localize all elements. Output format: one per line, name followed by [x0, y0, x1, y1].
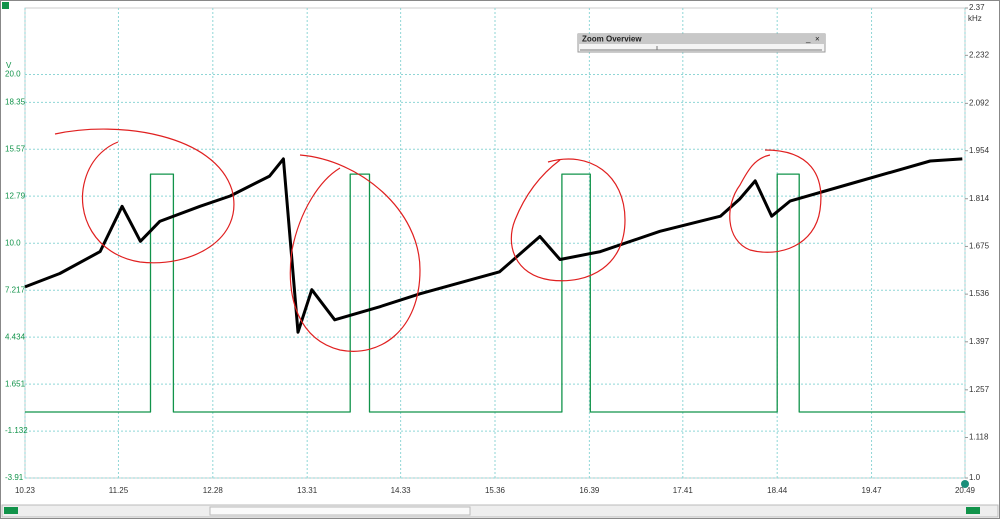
trace	[25, 173, 965, 413]
x-tick-label: 17.41	[673, 486, 694, 495]
trace	[24, 157, 963, 334]
grid	[24, 8, 966, 479]
y2-tick-label: 1.118	[969, 433, 989, 442]
y-tick-label: 20.0	[5, 70, 21, 79]
y-tick-label: 12.79	[5, 191, 26, 200]
y-tick-label: -1.132	[5, 426, 28, 435]
x-tick-label: 13.31	[297, 486, 318, 495]
window-title: Zoom Overview	[582, 35, 642, 44]
x-tick-label: 15.36	[485, 486, 506, 495]
x-tick-label: 14.33	[391, 486, 412, 495]
zoom-overview[interactable]: Zoom Overview _ ×	[577, 33, 826, 53]
y-tick-label: -3.91	[5, 473, 24, 482]
channel-marker[interactable]	[2, 2, 9, 9]
annotation-circle	[729, 149, 822, 253]
x-tick-label: 12.28	[203, 486, 224, 495]
scrollbar[interactable]	[1, 504, 999, 518]
y2-tick-label: 2.232	[969, 50, 990, 59]
y2-tick-label: 1.675	[969, 242, 990, 251]
annotation-circle	[510, 158, 626, 282]
y2-tick-label: 1.536	[969, 289, 990, 298]
close-button[interactable]: ×	[815, 35, 820, 44]
y-unit: V	[6, 61, 12, 70]
annotation-circle	[54, 128, 235, 264]
x-tick-label: 19.47	[862, 486, 883, 495]
y2-unit: kHz	[968, 14, 982, 23]
x-tick-label: 16.39	[579, 486, 600, 495]
y-tick-label: 4.434	[5, 332, 26, 341]
y-tick-label: 18.35	[5, 97, 26, 106]
annotation-circle	[289, 154, 421, 352]
y2-tick-label: 1.954	[969, 146, 990, 155]
y-tick-label: 1.651	[5, 379, 26, 388]
y2-tick-label: 1.0	[969, 473, 981, 482]
x-tick-label: 18.44	[767, 486, 788, 495]
x-tick-label: 20.49	[955, 486, 976, 495]
x-tick-label: 10.23	[15, 486, 36, 495]
y-tick-label: 7.217	[5, 285, 26, 294]
x-tick-label: 11.25	[109, 486, 129, 495]
y-tick-label: 15.57	[5, 144, 26, 153]
y2-tick-label: 1.257	[969, 385, 990, 394]
y2-tick-label: 1.397	[969, 337, 990, 346]
ruler-handle[interactable]	[961, 480, 969, 488]
y2-tick-label: 1.814	[969, 194, 990, 203]
y2-tick-label: 2.37	[969, 3, 985, 12]
y2-tick-label: 2.092	[969, 98, 990, 107]
y-tick-label: 10.0	[5, 238, 21, 247]
minimize-button[interactable]: _	[805, 35, 811, 44]
traces	[24, 157, 965, 413]
